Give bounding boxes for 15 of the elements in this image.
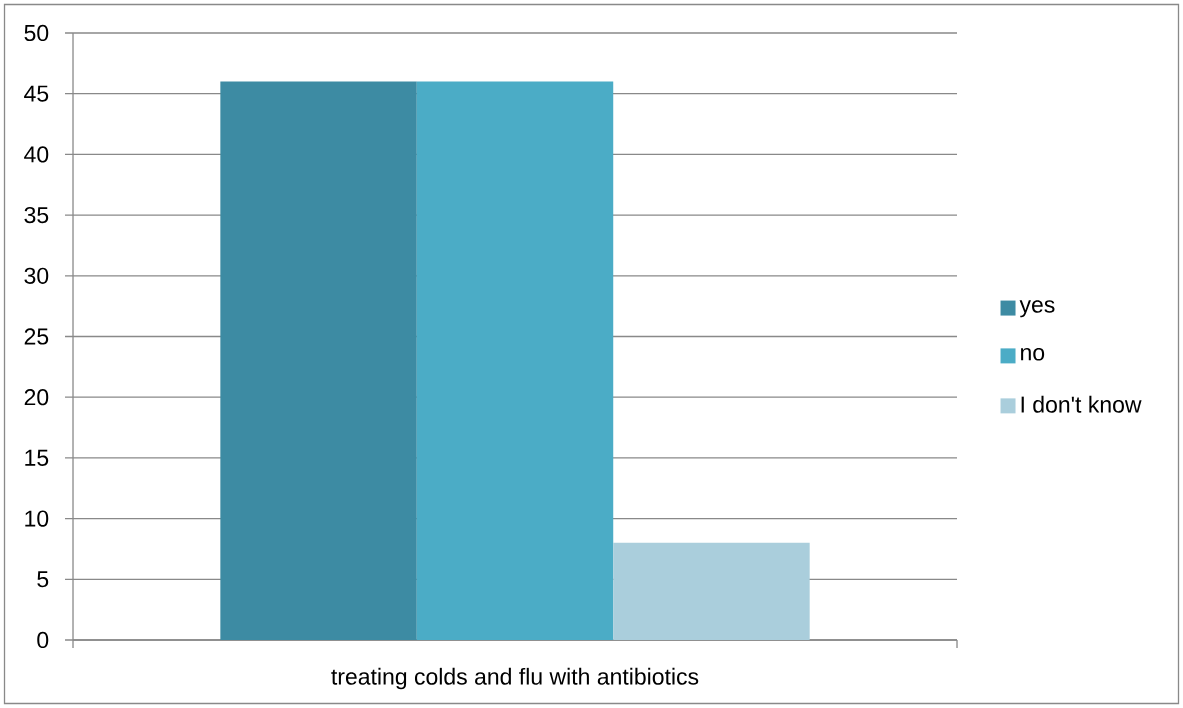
y-tick-label: 25 [24, 328, 49, 345]
y-tick-label: 45 [24, 85, 49, 102]
y-tick-label: 40 [24, 146, 49, 163]
y-tick-label: 15 [25, 449, 49, 466]
legend-label: no [1021, 347, 1045, 361]
y-tick-label: 0 [37, 631, 49, 649]
y-tick-label: 20 [24, 389, 49, 406]
y-tick-label: 35 [24, 206, 49, 224]
x-tick-label: treating colds and flu with antibiotics [331, 667, 699, 690]
legend-label: yes [1019, 300, 1055, 318]
y-tick-label: 5 [37, 571, 49, 588]
y-tick-label: 30 [24, 267, 49, 284]
y-tick-label: 50 [24, 24, 49, 42]
y-tick-label: 10 [25, 510, 49, 527]
legend-label: I don't know [1021, 395, 1142, 413]
